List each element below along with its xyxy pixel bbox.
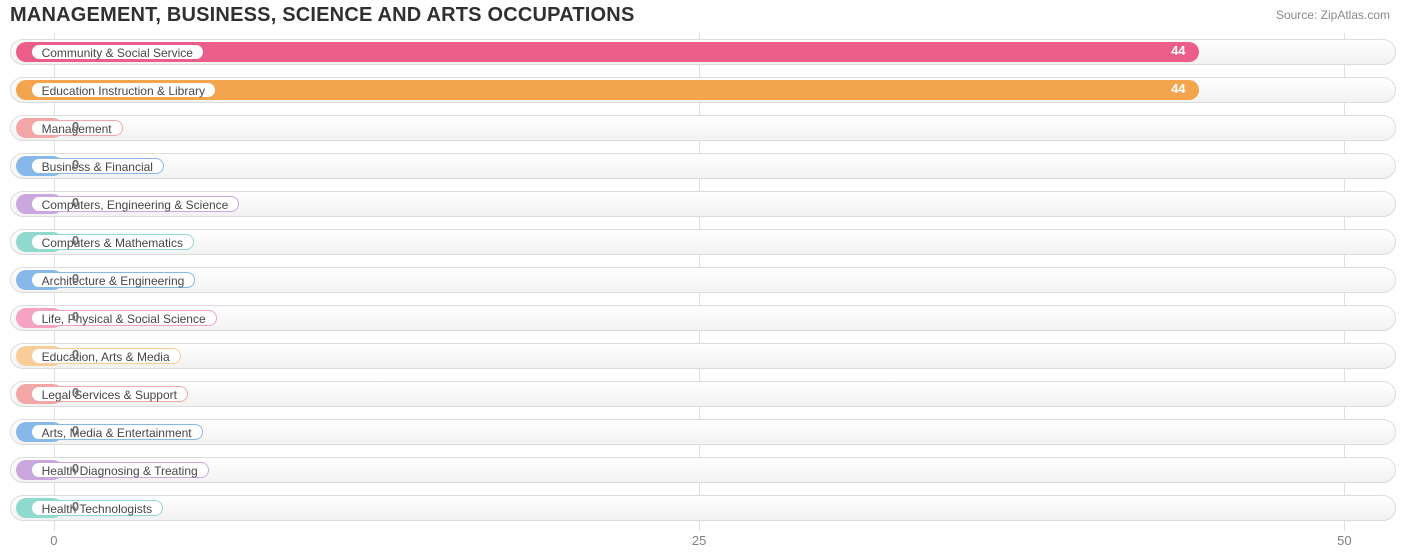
plot-area: Community & Social Service44Education In… xyxy=(10,33,1396,553)
bar-value: 0 xyxy=(72,271,79,286)
bar-row: Management0 xyxy=(10,113,1396,145)
x-axis: 0 25 50 xyxy=(10,531,1396,553)
bar-label-pill: Arts, Media & Entertainment xyxy=(31,424,203,440)
bar-row: Arts, Media & Entertainment0 xyxy=(10,417,1396,449)
bar-row: Computers, Engineering & Science0 xyxy=(10,189,1396,221)
bar-row: Health Technologists0 xyxy=(10,493,1396,525)
bar-value: 0 xyxy=(72,233,79,248)
bar-track xyxy=(10,305,1396,331)
bar-value: 0 xyxy=(72,157,79,172)
bar-row: Community & Social Service 44 xyxy=(10,37,1396,69)
bar-value: 0 xyxy=(72,309,79,324)
bar-row: Education, Arts & Media0 xyxy=(10,341,1396,373)
bar-value: 0 xyxy=(72,423,79,438)
bar-label-pill: Education Instruction & Library xyxy=(31,82,216,98)
bar-value: 44 xyxy=(1171,43,1185,58)
chart-area: Community & Social Service44Education In… xyxy=(0,27,1406,553)
bar-track xyxy=(10,381,1396,407)
source-label: Source: ZipAtlas.com xyxy=(1276,4,1396,22)
bar-row: Health Diagnosing & Treating0 xyxy=(10,455,1396,487)
bar-label-pill: Computers & Mathematics xyxy=(31,234,194,250)
bar-track xyxy=(10,457,1396,483)
bar-value: 0 xyxy=(72,461,79,476)
bar-track xyxy=(10,267,1396,293)
bars-container: Community & Social Service44Education In… xyxy=(10,33,1396,525)
bar-label-pill: Education, Arts & Media xyxy=(31,348,181,364)
bar-row: Life, Physical & Social Science0 xyxy=(10,303,1396,335)
bar-label-pill: Health Technologists xyxy=(31,500,164,516)
bar-label-pill: Business & Financial xyxy=(31,158,164,174)
bar-row: Legal Services & Support0 xyxy=(10,379,1396,411)
bar-track xyxy=(10,153,1396,179)
bar-value: 44 xyxy=(1171,81,1185,96)
bar-value: 0 xyxy=(72,119,79,134)
bar-track xyxy=(10,495,1396,521)
bar-label-pill: Health Diagnosing & Treating xyxy=(31,462,209,478)
chart-header: MANAGEMENT, BUSINESS, SCIENCE AND ARTS O… xyxy=(0,0,1406,27)
bar-row: Architecture & Engineering0 xyxy=(10,265,1396,297)
bar-value: 0 xyxy=(72,385,79,400)
bar-label-pill: Life, Physical & Social Science xyxy=(31,310,217,326)
bar-value: 0 xyxy=(72,347,79,362)
bar-label-pill: Community & Social Service xyxy=(31,44,204,60)
bar-row: Computers & Mathematics0 xyxy=(10,227,1396,259)
bar-row: Business & Financial0 xyxy=(10,151,1396,183)
bar-track xyxy=(10,343,1396,369)
bar-label-pill: Computers, Engineering & Science xyxy=(31,196,240,212)
bar-value: 0 xyxy=(72,499,79,514)
axis-tick: 50 xyxy=(1337,533,1351,548)
bar-track xyxy=(10,115,1396,141)
bar-track xyxy=(10,419,1396,445)
bar-value: 0 xyxy=(72,195,79,210)
chart-title: MANAGEMENT, BUSINESS, SCIENCE AND ARTS O… xyxy=(10,4,634,27)
bar-label-pill: Legal Services & Support xyxy=(31,386,188,402)
bar-track xyxy=(10,229,1396,255)
axis-tick: 25 xyxy=(692,533,706,548)
bar-label-pill: Architecture & Engineering xyxy=(31,272,196,288)
axis-tick: 0 xyxy=(50,533,57,548)
bar-row: Education Instruction & Library 44 xyxy=(10,75,1396,107)
